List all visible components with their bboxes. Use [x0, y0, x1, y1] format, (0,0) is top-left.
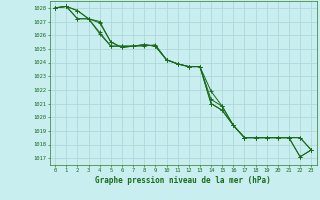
X-axis label: Graphe pression niveau de la mer (hPa): Graphe pression niveau de la mer (hPa)	[95, 176, 271, 185]
